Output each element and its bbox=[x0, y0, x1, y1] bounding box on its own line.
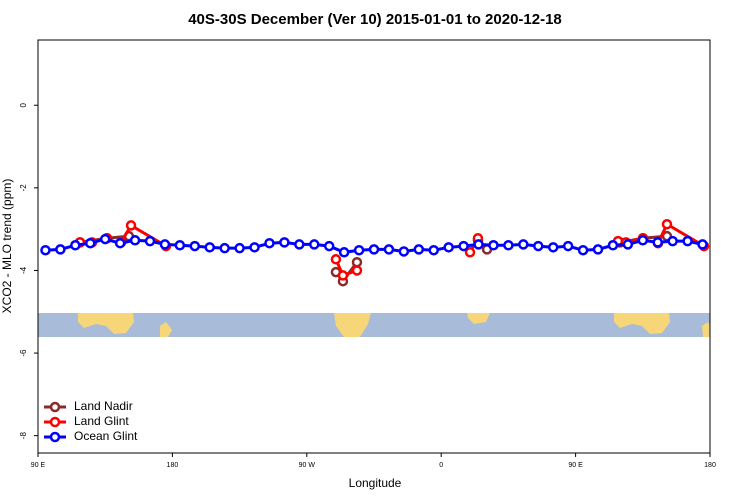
point bbox=[159, 239, 171, 250]
y-tick-label: -2 bbox=[19, 184, 28, 192]
land bbox=[160, 322, 172, 337]
point bbox=[338, 247, 350, 258]
chart-title: 40S-30S December (Ver 10) 2015-01-01 to … bbox=[188, 11, 562, 28]
point bbox=[547, 242, 559, 253]
point bbox=[99, 233, 111, 245]
point bbox=[174, 240, 186, 251]
point bbox=[577, 244, 589, 256]
point bbox=[503, 240, 514, 251]
point bbox=[323, 240, 335, 252]
point bbox=[204, 242, 215, 253]
point bbox=[622, 239, 634, 250]
x-tick-label: 0 bbox=[439, 462, 443, 469]
legend-marker bbox=[49, 401, 61, 413]
y-tick-label: -4 bbox=[19, 266, 28, 274]
land bbox=[467, 313, 490, 324]
point bbox=[398, 246, 410, 257]
x-tick-label: 90 W bbox=[299, 462, 316, 469]
point bbox=[607, 240, 619, 251]
ocean-band bbox=[38, 313, 710, 337]
x-tick-label: 180 bbox=[704, 462, 716, 469]
point bbox=[55, 244, 66, 255]
point bbox=[125, 220, 137, 231]
point bbox=[279, 237, 290, 248]
point bbox=[330, 254, 342, 265]
point bbox=[473, 239, 484, 250]
point bbox=[351, 256, 363, 268]
point bbox=[464, 247, 476, 258]
legend-label: Land Nadir bbox=[74, 399, 133, 413]
land bbox=[334, 313, 371, 337]
point bbox=[682, 235, 693, 247]
point bbox=[637, 235, 649, 246]
x-axis-label: Longitude bbox=[349, 476, 402, 490]
plot-frame bbox=[37, 39, 711, 454]
point bbox=[413, 244, 425, 255]
point bbox=[518, 239, 529, 250]
land bbox=[78, 313, 134, 334]
point bbox=[353, 244, 365, 256]
land bbox=[702, 322, 710, 337]
point bbox=[562, 240, 574, 252]
point bbox=[533, 240, 544, 252]
point bbox=[234, 242, 245, 254]
point bbox=[383, 244, 395, 255]
point bbox=[368, 244, 380, 255]
point bbox=[144, 235, 156, 247]
point bbox=[264, 237, 275, 249]
point bbox=[309, 239, 320, 250]
point bbox=[443, 242, 454, 253]
point bbox=[667, 235, 678, 247]
point bbox=[85, 237, 96, 249]
point bbox=[428, 244, 439, 256]
point bbox=[249, 242, 260, 253]
point bbox=[70, 240, 81, 251]
point bbox=[652, 237, 663, 248]
point bbox=[488, 240, 499, 251]
series bbox=[40, 233, 708, 258]
x-tick-label: 180 bbox=[167, 462, 179, 469]
point bbox=[592, 244, 604, 255]
point bbox=[697, 239, 708, 250]
x-tick-label: 90 E bbox=[31, 462, 46, 469]
point bbox=[337, 270, 349, 281]
legend-label: Land Glint bbox=[74, 414, 129, 428]
y-tick-label: 0 bbox=[19, 102, 28, 107]
y-tick-label: -8 bbox=[19, 432, 28, 440]
point bbox=[40, 244, 51, 256]
point bbox=[129, 235, 141, 246]
y-tick-label: -6 bbox=[19, 349, 28, 357]
point bbox=[294, 239, 305, 250]
point bbox=[189, 240, 201, 252]
point bbox=[219, 242, 230, 254]
map-strip bbox=[38, 313, 710, 337]
legend-marker bbox=[49, 416, 61, 428]
legend-label: Ocean Glint bbox=[74, 429, 138, 443]
land bbox=[614, 313, 670, 334]
y-axis-label: XCO2 - MLO trend (ppm) bbox=[0, 179, 14, 314]
legend-marker bbox=[49, 431, 61, 443]
point bbox=[661, 218, 673, 230]
point bbox=[458, 240, 469, 252]
point bbox=[114, 237, 126, 249]
point bbox=[351, 265, 363, 276]
x-tick-label: 90 E bbox=[568, 462, 583, 469]
